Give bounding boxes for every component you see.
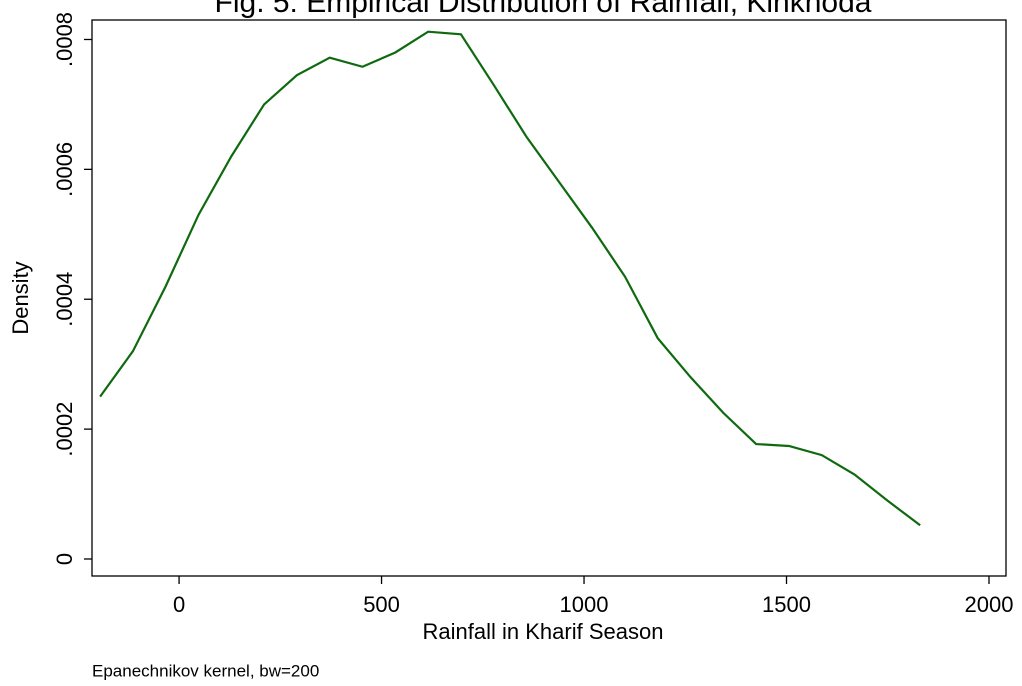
y-tick-label: 0 xyxy=(52,553,77,565)
y-tick-label: .0006 xyxy=(52,142,77,197)
y-tick-label: .0004 xyxy=(52,272,77,327)
chart-title: Fig. 5: Empirical Distribution of Rainfa… xyxy=(215,0,872,19)
plot-frame xyxy=(91,19,1007,577)
x-axis-title: Rainfall in Kharif Season xyxy=(423,619,664,644)
density-line xyxy=(99,30,921,527)
y-tick-label: .0008 xyxy=(52,12,77,67)
x-tick-label: 1000 xyxy=(560,592,609,617)
x-tick-label: 0 xyxy=(173,592,185,617)
x-tick-label: 500 xyxy=(363,592,400,617)
y-tick-label: .0002 xyxy=(52,402,77,457)
x-tick-label: 2000 xyxy=(965,592,1014,617)
x-tick-label: 1500 xyxy=(762,592,811,617)
note: Epanechnikov kernel, bw=200 xyxy=(92,661,319,680)
y-axis-title: Density xyxy=(8,261,33,334)
